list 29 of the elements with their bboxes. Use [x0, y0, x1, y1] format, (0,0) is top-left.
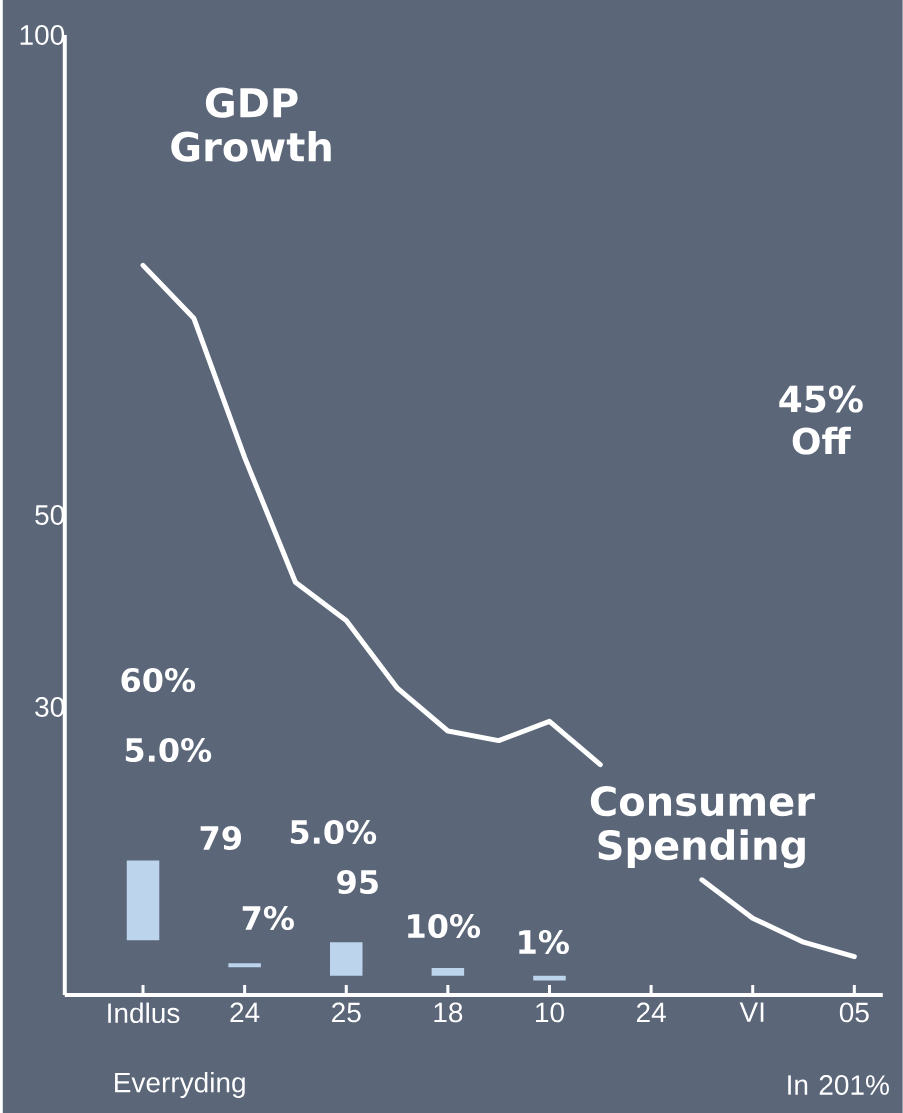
y-tick-label: 50	[35, 505, 65, 525]
bar	[330, 942, 363, 976]
y-tick-label: 100	[20, 25, 65, 45]
x-tick-label: Indlus	[108, 1002, 180, 1024]
annotation: 1%	[519, 929, 570, 955]
annotation: 5.0%	[290, 819, 377, 845]
text: Everryding	[115, 1071, 245, 1099]
annotation: 45% Off	[779, 385, 863, 455]
annotation: 5.0%	[125, 737, 212, 763]
annotation: 7%	[242, 905, 295, 931]
x-tick-label: VI	[739, 1002, 764, 1022]
x-tick-label: 05	[839, 1002, 869, 1023]
bar	[228, 963, 262, 968]
annotation: 60%	[121, 667, 196, 693]
series-label: Consumer Spending	[590, 785, 815, 869]
x-tick-label: 10	[536, 1002, 565, 1023]
bar	[431, 968, 465, 976]
y-tick-label: 30	[35, 697, 65, 717]
text: In 201%	[788, 1075, 890, 1095]
x-tick-label: 18	[434, 1002, 463, 1023]
annotation: 10%	[408, 913, 481, 939]
annotation: 95	[337, 869, 378, 895]
x-tick-label: 25	[332, 1002, 361, 1023]
bar	[126, 860, 160, 941]
x-tick-label: 24	[230, 1002, 260, 1023]
text: GDP Growth	[171, 87, 331, 162]
bar	[533, 975, 566, 981]
x-tick-label: 24	[637, 1002, 666, 1023]
annotation: 79	[200, 825, 242, 851]
